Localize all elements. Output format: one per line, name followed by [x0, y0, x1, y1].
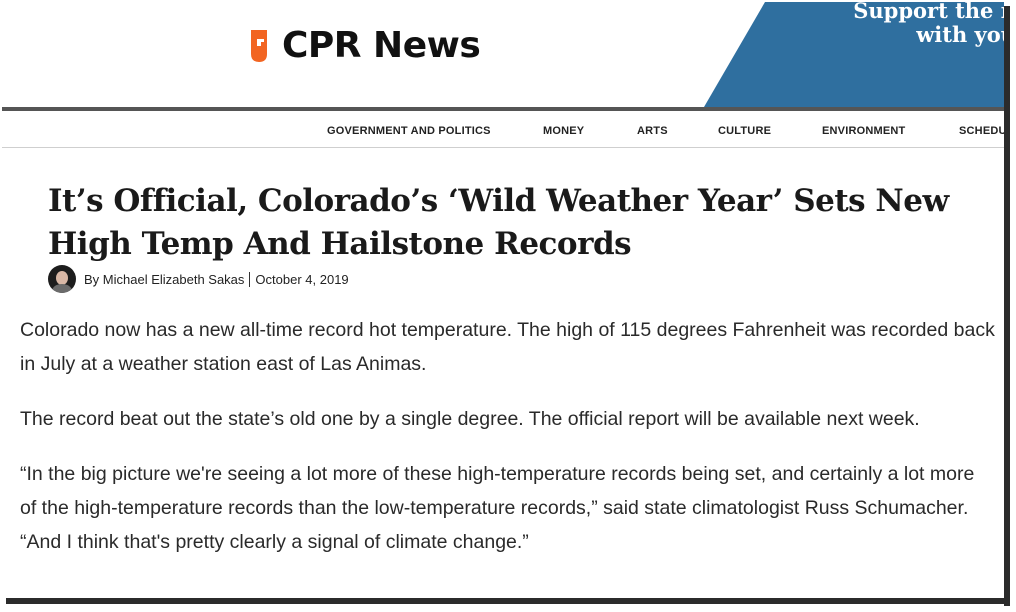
cpr-logo-icon: [251, 29, 267, 62]
article-paragraph: Colorado now has a new all-time record h…: [20, 319, 995, 375]
support-banner[interactable]: Support the n with you: [2, 2, 1004, 107]
support-banner-text: Support the n with you: [836, 2, 1004, 47]
nav-item-government-and-politics[interactable]: GOVERNMENT AND POLITICS: [327, 125, 491, 137]
support-banner-shape: [704, 2, 1004, 107]
support-line-2: with you: [916, 22, 1004, 47]
main-nav: GOVERNMENT AND POLITICS MONEY ARTS CULTU…: [2, 111, 1004, 148]
nav-item-schedule[interactable]: SCHEDU: [959, 125, 1004, 137]
support-line-1: Support the n: [853, 2, 1004, 23]
page-shadow-bottom: [6, 598, 1010, 604]
article-paragraph: The record beat out the state’s old one …: [20, 408, 920, 430]
page-shadow-right: [1004, 6, 1010, 606]
publish-date: October 4, 2019: [255, 271, 349, 287]
article-body: Colorado now has a new all-time record h…: [20, 313, 995, 580]
article-paragraph: “In the big picture we're seeing a lot m…: [20, 463, 975, 553]
nav-item-money[interactable]: MONEY: [543, 125, 585, 137]
byline-divider: [249, 271, 251, 287]
browser-page: CPR News Support the n with you GOVERNME…: [2, 2, 1004, 598]
nav-item-arts[interactable]: ARTS: [637, 125, 668, 137]
header-divider: [2, 107, 1004, 111]
site-header: CPR News Support the n with you: [2, 2, 1004, 107]
author-name[interactable]: By Michael Elizabeth Sakas: [84, 271, 245, 287]
cpr-news-logo[interactable]: CPR News: [246, 25, 481, 66]
nav-item-culture[interactable]: CULTURE: [718, 125, 772, 137]
logo-text: CPR News: [282, 25, 481, 66]
author-avatar[interactable]: [48, 265, 76, 293]
byline: By Michael Elizabeth Sakas October 4, 20…: [48, 265, 349, 293]
nav-item-environment[interactable]: ENVIRONMENT: [822, 125, 906, 137]
article-headline: It’s Official, Colorado’s ‘Wild Weather …: [48, 183, 949, 262]
